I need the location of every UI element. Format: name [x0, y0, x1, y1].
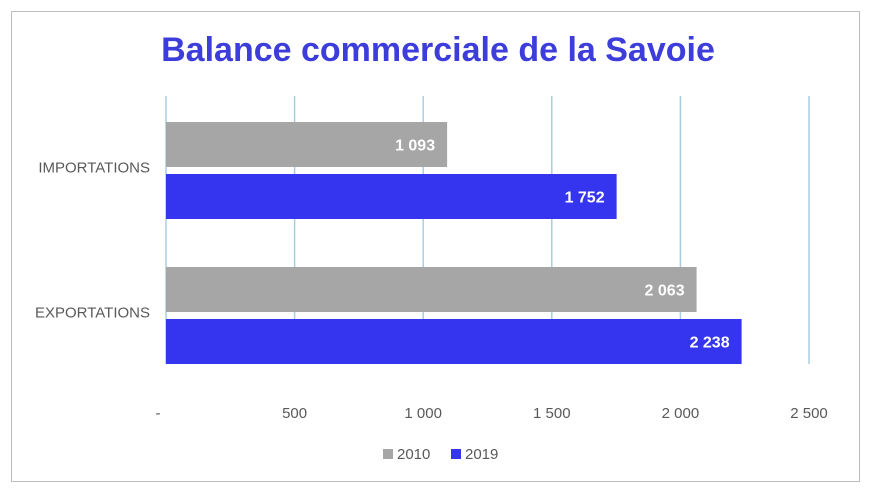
data-label: 1 752: [565, 190, 605, 207]
bar-2019-importations: [166, 174, 617, 219]
data-label: 2 063: [645, 283, 685, 300]
legend: 2010 2019: [383, 446, 498, 463]
bar-2010-exportations: [166, 267, 697, 312]
legend-entry: 2010: [397, 446, 430, 463]
x-tick-label: 2 000: [662, 405, 700, 422]
bar-2010-importations: [166, 122, 448, 167]
bar-2019-exportations: [166, 319, 742, 364]
chart-title: Balance commerciale de la Savoie: [161, 31, 715, 69]
data-label: 2 238: [690, 335, 730, 352]
x-tick-label: 2 500: [790, 405, 828, 422]
x-tick-label: 1 500: [533, 405, 571, 422]
x-tick-label: -: [156, 405, 161, 422]
category-label: EXPORTATIONS: [35, 305, 150, 322]
x-tick-label: 1 000: [404, 405, 442, 422]
legend-swatch: [451, 449, 461, 459]
legend-swatch: [383, 449, 393, 459]
x-tick-label: 500: [282, 405, 307, 422]
chart-frame: [11, 11, 860, 482]
legend-entry: 2019: [465, 446, 498, 463]
category-labels: IMPORTATIONS EXPORTATIONS: [35, 160, 150, 322]
x-tick-labels: - 500 1 000 1 500 2 000 2 500: [156, 405, 828, 422]
data-label: 1 093: [395, 138, 435, 155]
bars: 1 093 1 752 2 063 2 238: [166, 122, 742, 364]
category-label: IMPORTATIONS: [38, 160, 150, 177]
